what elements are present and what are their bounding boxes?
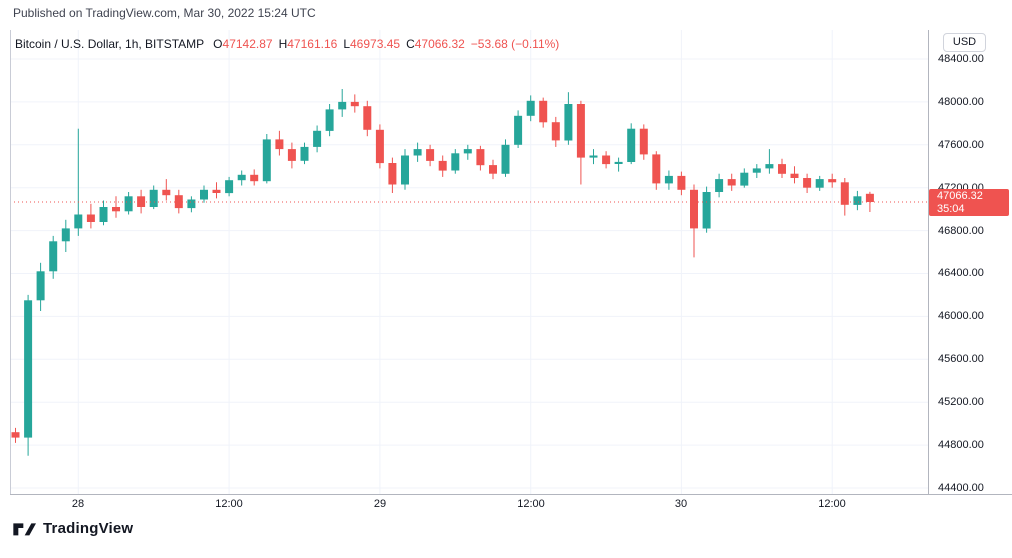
time-axis-label: 12:00 — [818, 498, 846, 510]
last-price-tag: 47066.32 35:04 — [929, 189, 1009, 216]
ohlc-low-label: L — [343, 37, 350, 51]
price-axis-label: 48400.00 — [938, 53, 984, 65]
ohlc-change-value: −53.68 (−0.11%) — [470, 37, 560, 51]
price-axis-label: 46000.00 — [938, 310, 984, 322]
ohlc-close: C47066.32 — [406, 37, 465, 51]
price-axis-label: 46400.00 — [938, 267, 984, 279]
ohlc-open: O47142.87 — [213, 37, 272, 51]
bar-countdown: 35:04 — [937, 203, 965, 215]
ohlc-open-label: O — [213, 37, 223, 51]
time-axis-label: 28 — [71, 498, 85, 510]
brand-name: TradingView — [43, 519, 134, 537]
ohlc-close-value: 47066.32 — [414, 37, 465, 51]
ohlc-low-value: 46973.45 — [350, 37, 401, 51]
time-axis-label: 12:00 — [215, 498, 243, 510]
price-axis[interactable]: 48400.00 48000.00 47600.00 47200.00 46800.00… — [938, 30, 1012, 494]
time-axis[interactable]: 28 12:00 29 12:00 30 12:00 — [10, 495, 928, 513]
price-axis-label: 47600.00 — [938, 139, 984, 151]
price-axis-label: 44400.00 — [938, 482, 984, 494]
ohlc-high-value: 47161.16 — [287, 37, 338, 51]
time-axis-label: 12:00 — [517, 498, 545, 510]
tradingview-logo-icon — [12, 518, 36, 538]
time-axis-label: 30 — [674, 498, 688, 510]
price-axis-label: 48000.00 — [938, 96, 984, 108]
symbol-title: Bitcoin / U.S. Dollar, 1h, BITSTAMP — [15, 37, 205, 51]
ohlc-close-label: C — [406, 37, 415, 51]
candlestick-chart[interactable] — [10, 30, 928, 494]
time-axis-label: 29 — [373, 498, 387, 510]
ohlc-low: L46973.45 — [343, 37, 400, 51]
ohlc-high-label: H — [278, 37, 288, 51]
tradingview-logo[interactable]: TradingView — [12, 518, 133, 538]
published-line: Published on TradingView.com, Mar 30, 20… — [13, 6, 316, 20]
chart-left-border-line — [10, 30, 11, 494]
ohlc-high: H47161.16 — [279, 37, 338, 51]
ohlc-open-value: 47142.87 — [222, 37, 273, 51]
price-axis-separator-line — [928, 30, 929, 494]
price-axis-label: 46800.00 — [938, 225, 984, 237]
time-axis-separator-line — [10, 494, 1012, 495]
currency-usd-button[interactable]: USD — [943, 33, 986, 52]
price-axis-label: 45200.00 — [938, 396, 984, 408]
chart-legend: Bitcoin / U.S. Dollar, 1h, BITSTAMP O4714… — [15, 37, 559, 51]
price-axis-label: 45600.00 — [938, 353, 984, 365]
price-axis-label: 44800.00 — [938, 439, 984, 451]
last-price-value: 47066.32 — [937, 190, 983, 202]
